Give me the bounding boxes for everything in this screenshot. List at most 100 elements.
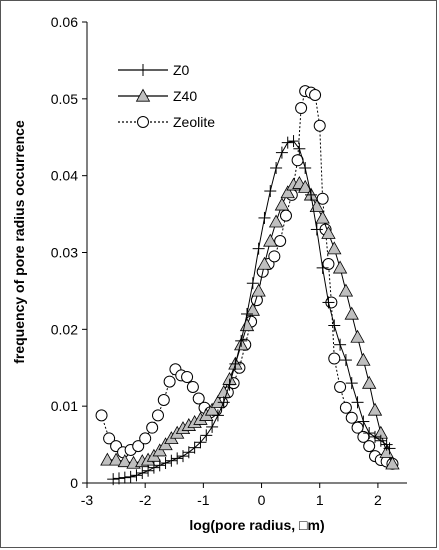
data-point [332, 260, 348, 274]
data-point [95, 409, 108, 422]
series-z0 [107, 135, 396, 486]
y-tick-label: 0.05 [51, 91, 78, 107]
data-point [385, 456, 400, 470]
y-tick-label: 0.06 [51, 14, 78, 30]
y-tick-label: 0 [70, 475, 78, 491]
legend-entry-zeolite: Zeolite [118, 114, 215, 130]
data-point [274, 234, 287, 247]
data-point [113, 472, 125, 485]
data-point [270, 161, 283, 174]
y-tick-label: 0.01 [51, 398, 78, 414]
data-point [334, 338, 347, 351]
data-point [118, 471, 131, 484]
data-point [194, 436, 207, 449]
data-point [246, 277, 259, 290]
data-point [186, 380, 199, 393]
data-point [100, 452, 115, 466]
legend-marker [137, 116, 149, 128]
legend-label: Zeolite [173, 114, 215, 130]
data-point [356, 352, 371, 366]
data-point [146, 421, 159, 434]
y-axis-label: frequency of pore radius occurrence [11, 120, 27, 364]
data-point [281, 136, 294, 149]
data-point [153, 459, 166, 472]
data-point [339, 401, 352, 414]
data-point [223, 378, 236, 391]
data-point [345, 411, 358, 424]
data-point [328, 352, 341, 365]
data-point [310, 223, 323, 236]
data-point [287, 135, 300, 148]
data-point [182, 446, 195, 459]
legend-marker [135, 88, 151, 102]
y-tick-label: 0.04 [51, 168, 78, 184]
data-point [147, 461, 160, 474]
data-point [339, 354, 352, 367]
data-point [251, 283, 266, 297]
y-tick-label: 0.02 [51, 321, 78, 337]
data-point [165, 454, 178, 467]
x-tick-label: 2 [374, 492, 382, 508]
data-point [322, 296, 335, 309]
data-point [151, 409, 164, 422]
data-point [275, 146, 288, 159]
data-point [245, 302, 260, 316]
data-point [313, 119, 326, 132]
x-tick-label: -1 [197, 492, 210, 508]
data-point [258, 211, 271, 224]
data-point [298, 179, 313, 193]
data-point [345, 377, 358, 390]
data-point [117, 454, 132, 468]
data-point [315, 210, 330, 224]
data-point [107, 473, 120, 486]
data-point [316, 261, 329, 274]
data-point [321, 225, 336, 239]
data-point [367, 402, 383, 416]
data-point [350, 329, 365, 343]
data-point [334, 380, 347, 393]
legend-label: Z40 [173, 88, 197, 104]
data-point [362, 375, 377, 389]
legend-marker [137, 64, 149, 76]
x-tick-label: 0 [258, 492, 266, 508]
data-point [351, 421, 364, 434]
data-point [383, 442, 396, 455]
data-point [252, 242, 265, 255]
series-zeolite [95, 85, 399, 470]
data-point [264, 185, 277, 198]
data-point [181, 370, 194, 383]
data-point [217, 396, 230, 409]
data-point [241, 307, 253, 320]
data-point [159, 457, 172, 470]
data-point [309, 88, 322, 101]
series-z40 [100, 176, 400, 470]
data-point [274, 197, 290, 211]
data-point [130, 469, 143, 482]
x-tick-label: -2 [139, 492, 152, 508]
data-point [363, 440, 376, 453]
data-point [280, 185, 295, 199]
data-point [305, 188, 317, 201]
data-point [295, 102, 308, 115]
data-point [200, 429, 213, 442]
data-point [132, 440, 145, 453]
data-point [235, 334, 248, 347]
data-point [211, 409, 224, 422]
data-point [327, 241, 342, 255]
data-point [229, 357, 242, 370]
data-point [157, 394, 170, 407]
data-point [293, 142, 306, 155]
x-tick-label: 1 [316, 492, 324, 508]
data-point [338, 283, 354, 297]
y-tick-label: 0.03 [51, 245, 78, 261]
data-point [328, 319, 341, 332]
data-point [108, 452, 124, 466]
x-axis-label: log(pore radius, □m) [189, 517, 324, 533]
data-point [299, 161, 312, 174]
data-point [210, 395, 226, 408]
data-point [139, 432, 152, 445]
data-point [163, 375, 176, 388]
data-point [351, 396, 364, 409]
